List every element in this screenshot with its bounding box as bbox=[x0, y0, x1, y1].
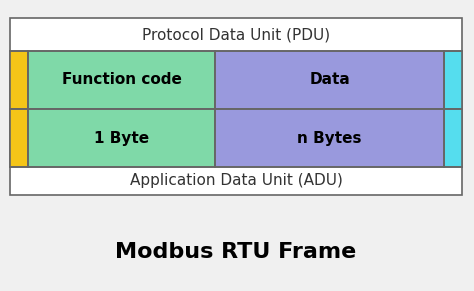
Bar bbox=[10, 51, 28, 109]
Text: Protocol Data Unit (PDU): Protocol Data Unit (PDU) bbox=[142, 27, 330, 42]
Text: n Bytes: n Bytes bbox=[297, 130, 362, 146]
Bar bbox=[215, 109, 444, 167]
Text: Application Data Unit (ADU): Application Data Unit (ADU) bbox=[129, 173, 342, 189]
Bar bbox=[444, 51, 462, 109]
Bar bbox=[28, 51, 215, 109]
Bar bbox=[10, 109, 28, 167]
Bar bbox=[28, 109, 215, 167]
Text: Modbus RTU Frame: Modbus RTU Frame bbox=[115, 242, 356, 262]
Bar bbox=[215, 51, 444, 109]
Bar bbox=[10, 18, 462, 195]
Text: Function code: Function code bbox=[62, 72, 182, 88]
Bar bbox=[444, 109, 462, 167]
Text: Data: Data bbox=[309, 72, 350, 88]
Text: 1 Byte: 1 Byte bbox=[94, 130, 149, 146]
